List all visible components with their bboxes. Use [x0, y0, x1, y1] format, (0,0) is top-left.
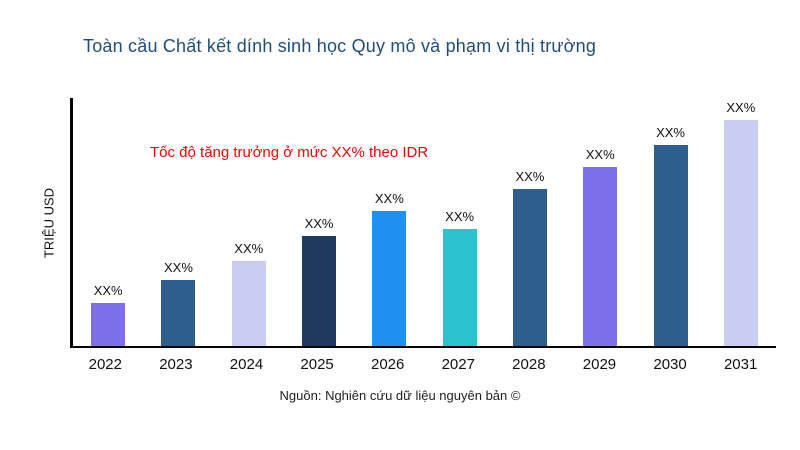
chart-title: Toàn cầu Chất kết dính sinh học Quy mô v… — [83, 36, 597, 56]
x-tick-label-2025: 2025 — [300, 356, 334, 373]
bar-value-label: XX% — [445, 208, 475, 224]
bar-group-2022: XX% — [73, 98, 143, 346]
x-tick-label-2026: 2026 — [370, 356, 405, 373]
bar-value-label: XX% — [374, 191, 404, 207]
bar-value-label: XX% — [656, 124, 685, 140]
bar-group-2024: XX% — [214, 98, 284, 346]
bar-group-2027: XX% — [425, 98, 495, 346]
x-tick-label-2024: 2024 — [229, 356, 264, 373]
bar-2030 — [653, 144, 688, 346]
bar-2031 — [723, 119, 758, 346]
x-tick-label-2030: 2030 — [653, 356, 687, 373]
bar-value-label: XX% — [163, 259, 193, 275]
growth-rate-annotation: Tốc độ tăng trưởng ở mức XX% theo IDR — [150, 144, 429, 161]
bar-2029 — [583, 167, 618, 346]
bar-value-label: XX% — [234, 240, 264, 256]
bar-2023 — [161, 279, 196, 346]
bar-group-2028: XX% — [495, 98, 565, 346]
bar-2022 — [91, 303, 126, 346]
bar-value-label: XX% — [726, 99, 756, 115]
bar-group-2029: XX% — [565, 98, 635, 346]
bar-2028 — [512, 189, 547, 346]
bar-value-label: XX% — [585, 147, 615, 163]
bar-value-label: XX% — [93, 283, 123, 299]
bar-value-label: XX% — [304, 215, 334, 231]
plot-area: XX% XX% XX% XX% XX% XX% XX% XX% XX% XX% — [70, 98, 776, 348]
y-axis-label: TRIỆU USD — [41, 187, 57, 259]
bar-group-2030: XX% — [636, 98, 706, 346]
x-tick-label-2023: 2023 — [159, 356, 193, 373]
x-tick-label-2028: 2028 — [512, 356, 546, 373]
source-note: Nguồn: Nghiên cứu dữ liệu nguyên bản © — [279, 388, 521, 403]
bar-2024 — [231, 260, 266, 346]
bar-2027 — [442, 228, 477, 346]
x-tick-label-2029: 2029 — [582, 356, 617, 373]
bar-value-label: XX% — [515, 169, 545, 185]
bar-group-2025: XX% — [284, 98, 354, 346]
x-tick-label-2027: 2027 — [441, 356, 475, 373]
bar-group-2023: XX% — [143, 98, 213, 346]
bar-group-2026: XX% — [354, 98, 424, 346]
bar-2025 — [302, 235, 337, 346]
x-tick-label-2031: 2031 — [723, 356, 758, 373]
bar-2026 — [372, 211, 407, 346]
x-tick-label-2022: 2022 — [88, 356, 122, 373]
bar-group-2031: XX% — [706, 98, 776, 346]
x-axis-labels: 2022 2023 2024 2025 2026 2027 2028 2029 2030 2031 — [70, 356, 776, 373]
plot-bars: XX% XX% XX% XX% XX% XX% XX% XX% XX% XX% — [73, 98, 776, 346]
